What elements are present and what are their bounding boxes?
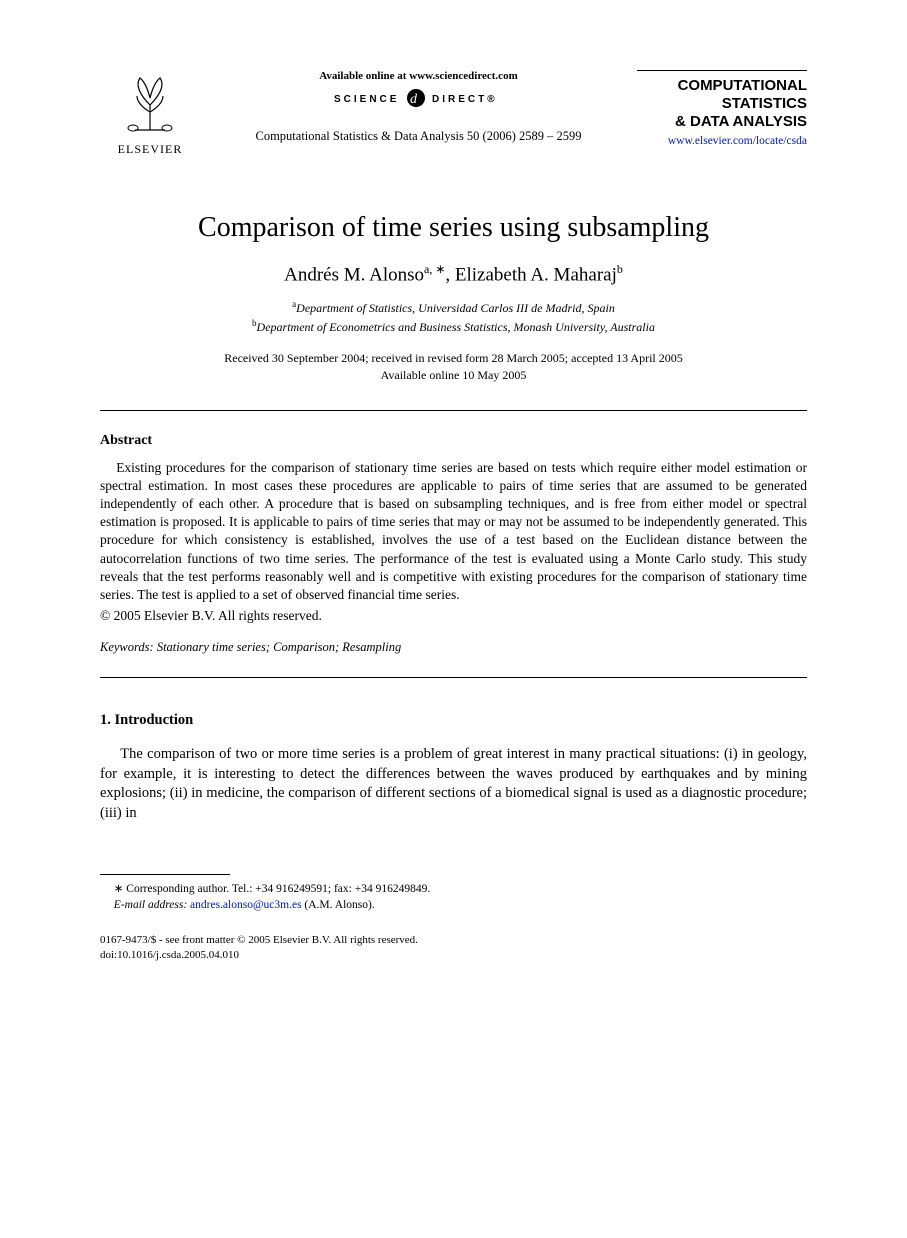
footnote-corr: ∗ Corresponding author. Tel.: +34 916249…: [100, 881, 807, 897]
svg-text:DIRECT®: DIRECT®: [432, 94, 498, 105]
keywords-label: Keywords:: [100, 640, 154, 654]
affil-a-text: Department of Statistics, Universidad Ca…: [296, 301, 615, 315]
header-center: Available online at www.sciencedirect.co…: [200, 70, 637, 144]
affiliation-b: bDepartment of Econometrics and Business…: [100, 317, 807, 336]
available-online-text: Available online at www.sciencedirect.co…: [210, 70, 627, 82]
email-tail: (A.M. Alonso).: [302, 899, 375, 911]
svg-text:d: d: [410, 92, 418, 107]
svg-text:SCIENCE: SCIENCE: [334, 94, 399, 105]
author-2: Elizabeth A. Maharaj: [455, 264, 617, 285]
author-2-affil-marker: b: [617, 262, 623, 276]
rule-after-keywords: [100, 677, 807, 678]
corresponding-email-link[interactable]: andres.alonso@uc3m.es: [190, 899, 302, 911]
dates-line1: Received 30 September 2004; received in …: [100, 350, 807, 367]
citation-line: Computational Statistics & Data Analysis…: [210, 129, 627, 144]
publisher-block: ELSEVIER: [100, 70, 200, 157]
section-1-heading: 1. Introduction: [100, 712, 807, 729]
article-dates: Received 30 September 2004; received in …: [100, 350, 807, 384]
elsevier-tree-icon: [115, 70, 185, 140]
dates-line2: Available online 10 May 2005: [100, 367, 807, 384]
keywords-text: Stationary time series; Comparison; Resa…: [154, 640, 402, 654]
journal-title-line2: STATISTICS: [637, 95, 807, 113]
footnote-rule: [100, 874, 230, 875]
journal-title-line1: COMPUTATIONAL: [637, 77, 807, 95]
journal-title-line3: & DATA ANALYSIS: [637, 113, 807, 131]
email-label: E-mail address:: [114, 899, 187, 911]
journal-url-link[interactable]: www.elsevier.com/locate/csda: [668, 135, 807, 147]
corresponding-author-footnote: ∗ Corresponding author. Tel.: +34 916249…: [100, 881, 807, 913]
author-1-affil-marker: a, ∗: [424, 262, 445, 276]
journal-block: COMPUTATIONAL STATISTICS & DATA ANALYSIS…: [637, 70, 807, 147]
journal-title: COMPUTATIONAL STATISTICS & DATA ANALYSIS: [637, 70, 807, 131]
footer-line1: 0167-9473/$ - see front matter © 2005 El…: [100, 933, 807, 948]
affiliation-a: aDepartment of Statistics, Universidad C…: [100, 298, 807, 317]
authors-line: Andrés M. Alonsoa, ∗, Elizabeth A. Mahar…: [100, 262, 807, 286]
affiliations: aDepartment of Statistics, Universidad C…: [100, 298, 807, 336]
footer-doi: doi:10.1016/j.csda.2005.04.010: [100, 948, 807, 963]
abstract-body: Existing procedures for the comparison o…: [100, 459, 807, 605]
author-1: Andrés M. Alonso: [284, 264, 424, 285]
abstract-copyright: © 2005 Elsevier B.V. All rights reserved…: [100, 608, 807, 624]
author-separator: ,: [445, 264, 455, 285]
keywords-line: Keywords: Stationary time series; Compar…: [100, 640, 807, 655]
article-title: Comparison of time series using subsampl…: [100, 212, 807, 244]
section-1-para-1: The comparison of two or more time serie…: [100, 745, 807, 823]
abstract-heading: Abstract: [100, 433, 807, 449]
journal-url[interactable]: www.elsevier.com/locate/csda: [637, 135, 807, 147]
rule-before-abstract: [100, 410, 807, 411]
sciencedirect-logo: SCIENCE d DIRECT®: [210, 88, 627, 115]
page-footer: 0167-9473/$ - see front matter © 2005 El…: [100, 933, 807, 963]
header-row: ELSEVIER Available online at www.science…: [100, 70, 807, 157]
footnote-email-line: E-mail address: andres.alonso@uc3m.es (A…: [100, 897, 807, 913]
affil-b-text: Department of Econometrics and Business …: [257, 320, 655, 334]
publisher-name: ELSEVIER: [118, 142, 183, 157]
